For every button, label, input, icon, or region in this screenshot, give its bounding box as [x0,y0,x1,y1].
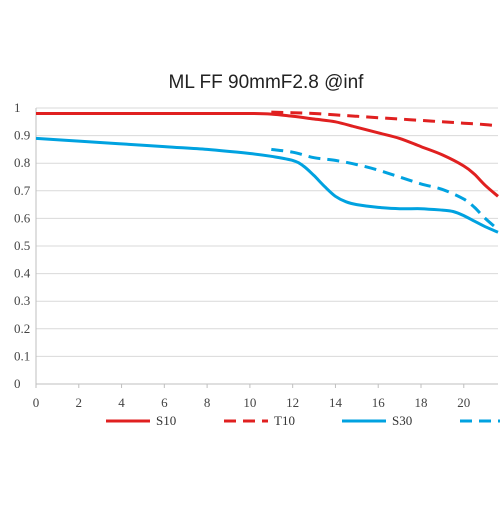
x-tick-label: 16 [372,395,386,410]
legend: S10T10S30T30 [106,413,500,428]
x-tick-label: 2 [76,395,83,410]
x-tick-label: 14 [329,395,343,410]
y-tick-label: 0.1 [14,348,30,363]
series-line-s10 [35,111,499,198]
grid-layer [36,107,498,385]
series-layer [35,110,499,234]
y-tick-label: 0.7 [14,183,31,198]
x-tick-label: 18 [415,395,428,410]
series-line-t10 [271,110,499,128]
legend-label-s10: S10 [156,413,176,428]
x-tick-label: 12 [286,395,299,410]
y-tick-label: 0.5 [14,238,30,253]
x-tick-label: 8 [204,395,211,410]
x-tick-label: 10 [243,395,256,410]
x-tick-label: 6 [161,395,168,410]
series-line-s30 [35,136,499,234]
y-tick-label: 1 [14,100,21,115]
x-tick-label: 4 [118,395,125,410]
x-tick-label: 20 [457,395,470,410]
y-tick-label: 0.9 [14,128,30,143]
y-tick-label: 0 [14,376,21,391]
axis-layer: 00.10.20.30.40.50.60.70.80.910 2 4 6 8 10 12 14… [14,100,498,410]
y-tick-label: 0.6 [14,210,31,225]
y-tick-label: 0.8 [14,155,30,170]
y-tick-label: 0.2 [14,321,30,336]
y-tick-label: 0.4 [14,266,31,281]
chart-title: ML FF 90mmF2.8 @inf [169,72,365,93]
series-line-t30 [271,147,499,231]
x-tick-label: 0 [33,395,40,410]
y-tick-label: 0.3 [14,293,30,308]
legend-label-s30: S30 [392,413,412,428]
legend-label-t10: T10 [274,413,295,428]
